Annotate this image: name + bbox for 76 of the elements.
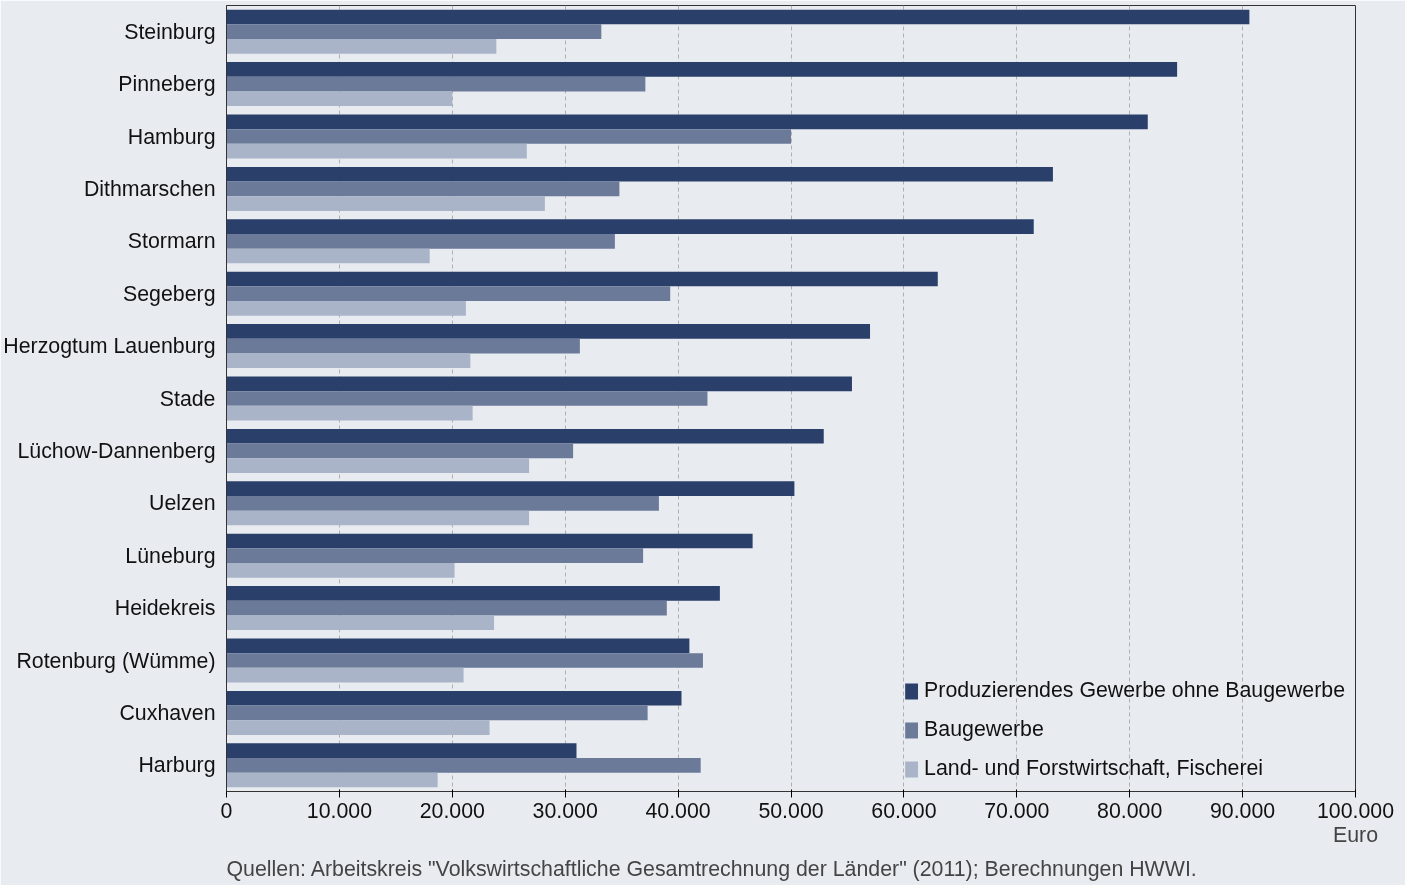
bar [226,301,466,316]
bar [226,690,682,706]
y-tick-label: Stormarn [127,229,216,254]
x-tick-label: 10.000 [306,798,373,823]
x-tick-label: 60.000 [871,798,937,823]
bar [226,233,615,249]
bar [226,600,667,616]
bar [226,39,497,54]
y-tick-label: Stade [159,386,216,411]
bar [226,376,852,392]
bar [226,114,1148,130]
bar [226,720,490,735]
bar [226,248,430,264]
y-tick-label: Hamburg [127,124,216,149]
bar [226,62,1178,77]
y-tick-label: Steinburg [124,19,216,44]
x-tick-label: 30.000 [532,798,598,823]
bar [226,705,648,721]
bar [226,24,602,40]
y-tick-label: Harburg [138,753,216,778]
x-tick-label: 40.000 [645,798,711,823]
bar [226,638,690,654]
bar [226,353,471,369]
y-tick-label: Cuxhaven [119,700,216,725]
source-note: Quellen: Arbeitskreis "Volkswirtschaftliche Gesamtrechnung der Länder" (2011); Berechnungen HWWI. [226,856,1197,881]
y-tick-label: Segeberg [123,281,216,306]
bar [226,548,644,564]
bar [226,563,455,578]
y-tick-label: Lüneburg [125,543,216,568]
x-tick-label: 90.000 [1209,798,1276,823]
y-tick-label: Lüchow-Dannenberg [17,438,216,463]
bar [226,653,703,668]
bar [226,286,671,302]
x-axis-title: Euro [1332,822,1379,847]
x-tick-label: 50.000 [758,798,824,823]
bar [226,443,574,459]
bar [226,338,580,354]
bar [226,196,545,211]
y-tick-label: Dithmarschen [83,176,216,201]
y-tick-label: Uelzen [149,491,216,516]
bar [226,533,753,549]
bar [226,166,1053,182]
bar [226,510,530,526]
bar [226,391,708,406]
x-tick-label: 20.000 [419,798,486,823]
bar [226,586,720,601]
x-tick-label: 0 [220,798,233,823]
bar [226,772,438,788]
bar [226,667,464,683]
bar [226,495,659,511]
legend-label: Land- und Forstwirtschaft, Fischerei [924,756,1264,781]
bar [226,615,495,631]
y-tick-label: Rotenburg (Wümme) [16,648,216,673]
bar [226,143,527,159]
bar [226,458,530,473]
x-tick-label: 70.000 [984,798,1050,823]
bar [226,324,871,339]
bar [226,219,1034,234]
bar [226,743,577,758]
bar [226,481,795,496]
bar [226,76,646,92]
bar [226,757,701,773]
legend-label: Baugewerbe [924,717,1044,742]
x-tick-label: 80.000 [1097,798,1163,823]
y-tick-label: Heidekreis [114,596,216,621]
bar [226,9,1250,25]
bar [226,129,791,144]
bar [226,405,473,421]
bar [226,271,938,287]
bar [226,181,620,197]
y-tick-label: Pinneberg [118,72,216,97]
legend-label: Produzierendes Gewerbe ohne Baugewerbe [924,678,1345,703]
y-tick-label: Herzogtum Lauenburg [3,334,216,359]
bar [226,91,453,107]
x-tick-label: 100.000 [1316,798,1395,823]
bar [226,428,824,444]
